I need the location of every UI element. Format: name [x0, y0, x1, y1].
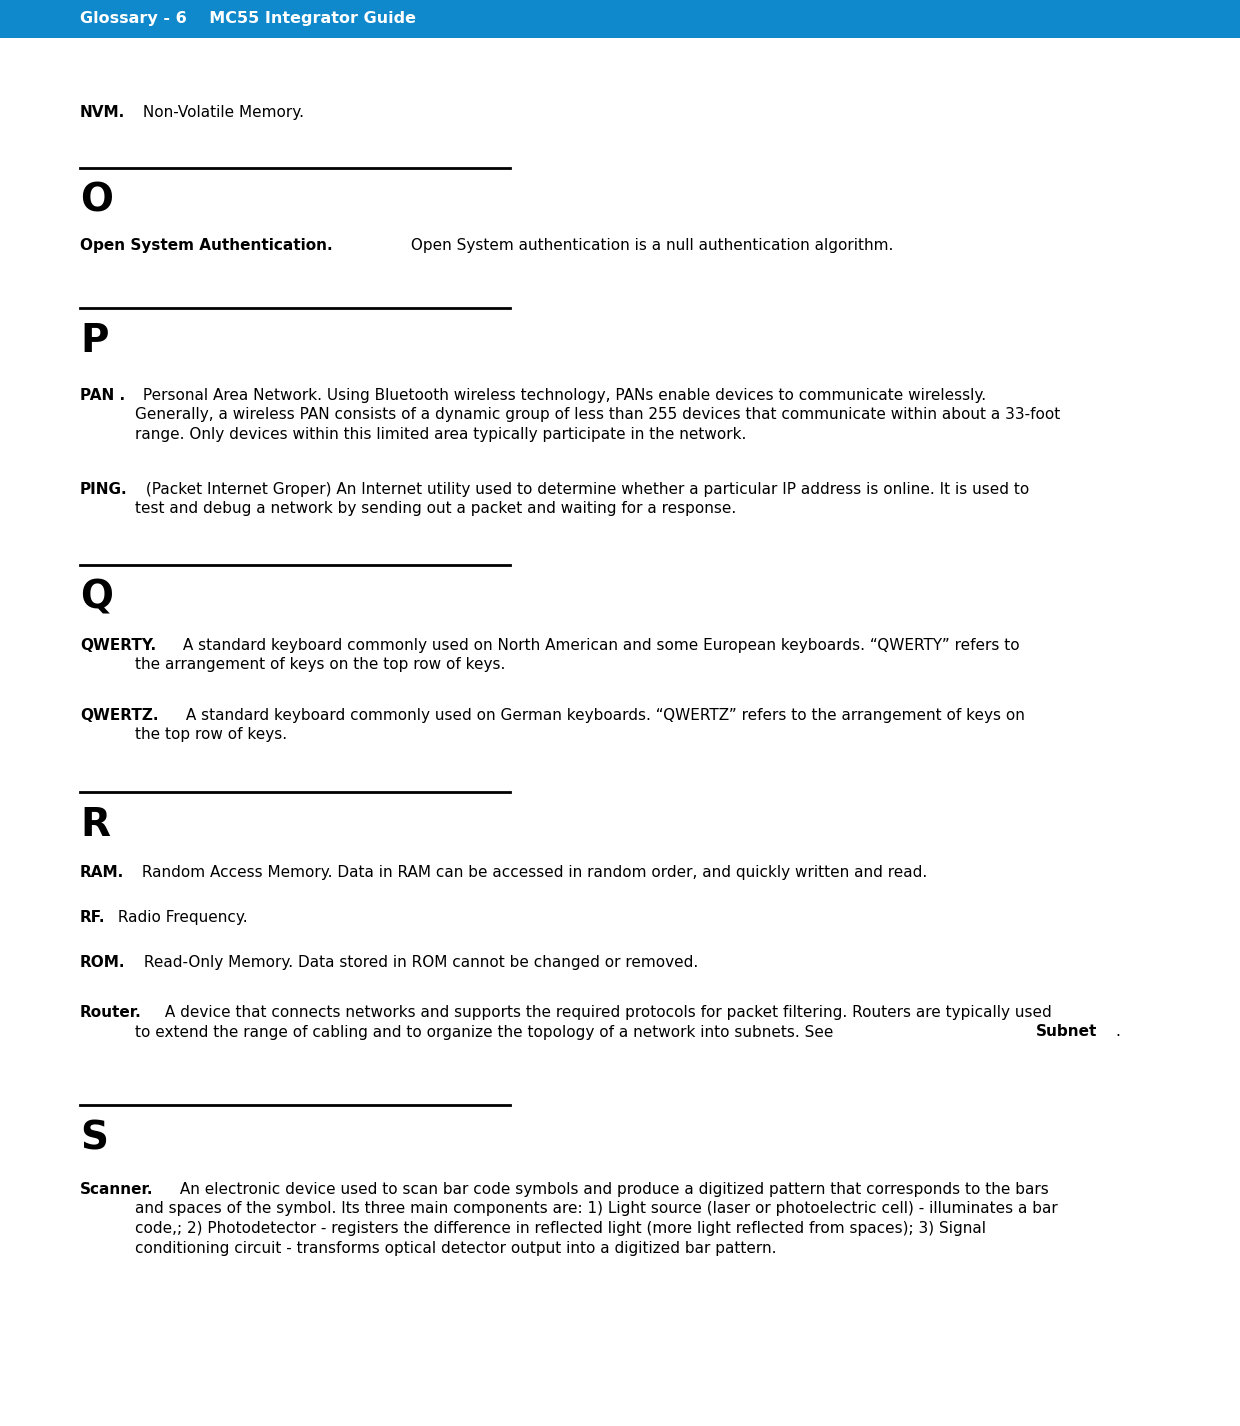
Text: R: R [81, 806, 110, 844]
Text: Q: Q [81, 579, 113, 617]
Text: Scanner.: Scanner. [81, 1182, 154, 1196]
Text: A device that connects networks and supports the required protocols for packet f: A device that connects networks and supp… [160, 1005, 1052, 1020]
Text: Generally, a wireless PAN consists of a dynamic group of less than 255 devices t: Generally, a wireless PAN consists of a … [135, 408, 1060, 422]
Text: test and debug a network by sending out a packet and waiting for a response.: test and debug a network by sending out … [135, 502, 737, 516]
Text: the arrangement of keys on the top row of keys.: the arrangement of keys on the top row o… [135, 657, 506, 673]
Text: QWERTZ.: QWERTZ. [81, 707, 159, 723]
Text: Non-Volatile Memory.: Non-Volatile Memory. [139, 106, 304, 120]
Text: Subnet: Subnet [1037, 1024, 1097, 1040]
Text: the top row of keys.: the top row of keys. [135, 727, 288, 743]
Text: O: O [81, 183, 113, 220]
Text: Open System Authentication.: Open System Authentication. [81, 238, 332, 252]
Text: range. Only devices within this limited area typically participate in the networ: range. Only devices within this limited … [135, 426, 746, 442]
Text: and spaces of the symbol. Its three main components are: 1) Light source (laser : and spaces of the symbol. Its three main… [135, 1202, 1058, 1216]
Text: Open System authentication is a null authentication algorithm.: Open System authentication is a null aut… [405, 238, 893, 252]
Text: RF.: RF. [81, 910, 105, 925]
Text: NVM.: NVM. [81, 106, 125, 120]
Text: to extend the range of cabling and to organize the topology of a network into su: to extend the range of cabling and to or… [135, 1024, 833, 1040]
Text: ROM.: ROM. [81, 955, 125, 970]
Text: An electronic device used to scan bar code symbols and produce a digitized patte: An electronic device used to scan bar co… [175, 1182, 1049, 1196]
Text: P: P [81, 322, 109, 359]
Text: conditioning circuit - transforms optical detector output into a digitized bar p: conditioning circuit - transforms optica… [135, 1241, 776, 1255]
Text: (Packet Internet Groper) An Internet utility used to determine whether a particu: (Packet Internet Groper) An Internet uti… [141, 482, 1029, 498]
Text: Radio Frequency.: Radio Frequency. [113, 910, 248, 925]
Text: Glossary - 6    MC55 Integrator Guide: Glossary - 6 MC55 Integrator Guide [81, 11, 415, 27]
Text: S: S [81, 1119, 108, 1156]
Text: QWERTY.: QWERTY. [81, 637, 156, 653]
Text: Random Access Memory. Data in RAM can be accessed in random order, and quickly w: Random Access Memory. Data in RAM can be… [138, 866, 928, 880]
Text: Personal Area Network. Using Bluetooth wireless technology, PANs enable devices : Personal Area Network. Using Bluetooth w… [138, 388, 986, 404]
Text: PAN .: PAN . [81, 388, 125, 404]
Text: Read-Only Memory. Data stored in ROM cannot be changed or removed.: Read-Only Memory. Data stored in ROM can… [139, 955, 698, 970]
Text: RAM.: RAM. [81, 866, 124, 880]
Bar [0, 0, 1240, 39]
Text: code,; 2) Photodetector - registers the difference in reflected light (more ligh: code,; 2) Photodetector - registers the … [135, 1221, 986, 1236]
Text: Router.: Router. [81, 1005, 141, 1020]
Text: .: . [1115, 1024, 1120, 1040]
Text: A standard keyboard commonly used on German keyboards. “QWERTZ” refers to the ar: A standard keyboard commonly used on Ger… [181, 707, 1025, 723]
Text: PING.: PING. [81, 482, 128, 498]
Text: A standard keyboard commonly used on North American and some European keyboards.: A standard keyboard commonly used on Nor… [179, 637, 1019, 653]
